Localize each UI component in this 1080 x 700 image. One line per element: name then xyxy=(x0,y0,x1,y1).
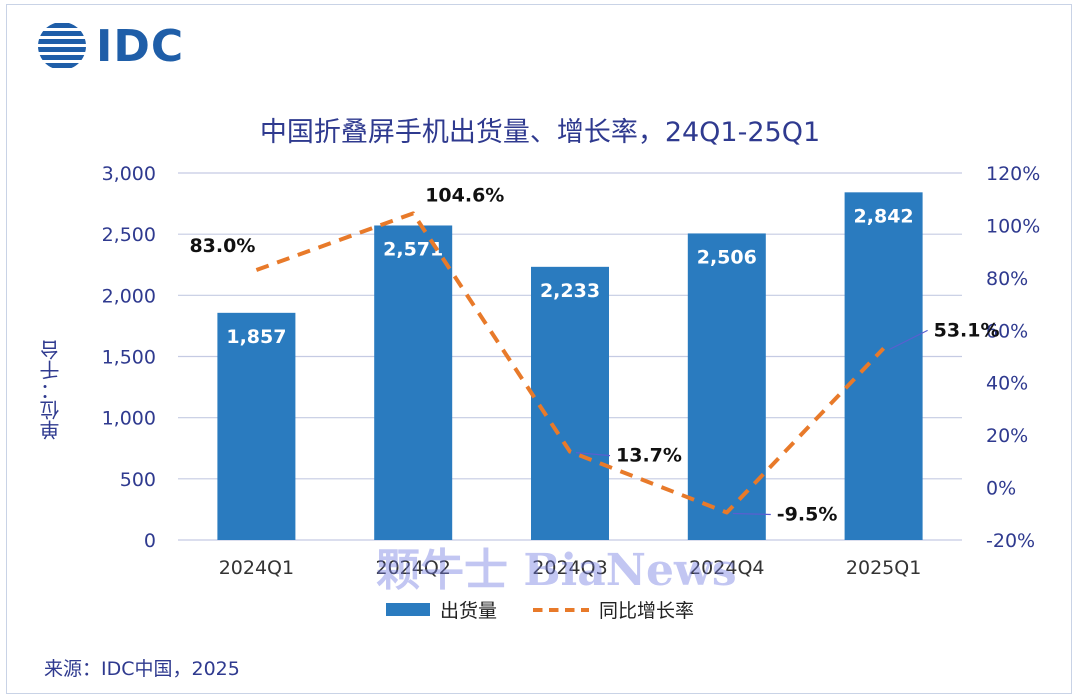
legend: 出货量 同比增长率 xyxy=(0,596,1080,623)
bar-value-label: 1,857 xyxy=(226,326,286,348)
legend-swatch-bar xyxy=(385,603,430,616)
y-tick-label: 500 xyxy=(120,469,156,491)
bar xyxy=(374,225,453,540)
x-tick-label: 2024Q4 xyxy=(689,557,764,579)
line-value-label: -9.5% xyxy=(777,503,838,525)
bar xyxy=(217,312,296,540)
y-tick-label: 1,500 xyxy=(102,347,156,369)
x-tick-label: 2024Q2 xyxy=(375,557,450,579)
legend-item-shipments: 出货量 xyxy=(385,596,497,623)
bar xyxy=(531,266,609,540)
y2-tick-label: 40% xyxy=(986,373,1028,395)
logo-text: IDC xyxy=(96,20,185,72)
y2-tick-label: -20% xyxy=(986,530,1035,552)
idc-logo: IDC xyxy=(36,16,226,76)
bar-value-label: 2,842 xyxy=(854,205,914,227)
y2-tick-label: 100% xyxy=(986,215,1040,237)
y-tick-label: 3,000 xyxy=(102,163,156,185)
y-tick-label: 0 xyxy=(144,530,156,552)
line-label-leader xyxy=(889,329,928,350)
line-value-label: 83.0% xyxy=(189,235,255,257)
bar-value-label: 2,571 xyxy=(383,238,443,260)
y2-tick-label: 20% xyxy=(986,425,1028,447)
x-tick-label: 2024Q3 xyxy=(532,557,607,579)
line-value-label: 53.1% xyxy=(934,319,1000,341)
line-label-leader xyxy=(575,452,611,457)
bar-value-label: 2,233 xyxy=(540,280,600,302)
bar xyxy=(844,192,923,540)
line-label-leader xyxy=(732,512,771,516)
bar-value-label: 2,506 xyxy=(697,246,757,268)
x-tick-label: 2024Q1 xyxy=(219,557,294,579)
y-tick-label: 2,000 xyxy=(102,285,156,307)
y-tick-label: 1,000 xyxy=(102,408,156,430)
x-tick-label: 2025Q1 xyxy=(846,557,921,579)
y2-tick-label: 120% xyxy=(986,163,1040,185)
y-axis-label: 单位：千台 xyxy=(39,340,63,440)
y-tick-label: 2,500 xyxy=(102,224,156,246)
y2-tick-label: 0% xyxy=(986,478,1016,500)
line-value-label: 13.7% xyxy=(616,445,682,467)
line-value-label: 104.6% xyxy=(425,184,504,206)
source-note: 来源：IDC中国，2025 xyxy=(44,658,240,680)
bar xyxy=(687,233,766,540)
growth-line xyxy=(255,211,886,515)
y2-tick-label: 80% xyxy=(986,268,1028,290)
chart-title: 中国折叠屏手机出货量、增长率，24Q1-25Q1 xyxy=(259,117,821,148)
legend-swatch-dashed-line xyxy=(533,607,589,612)
page-frame xyxy=(6,4,1072,694)
y2-tick-label: 60% xyxy=(986,320,1028,342)
legend-item-growth: 同比增长率 xyxy=(533,596,694,623)
legend-label-growth: 同比增长率 xyxy=(599,600,695,622)
legend-label-shipments: 出货量 xyxy=(439,600,497,622)
globe-icon xyxy=(38,23,86,68)
